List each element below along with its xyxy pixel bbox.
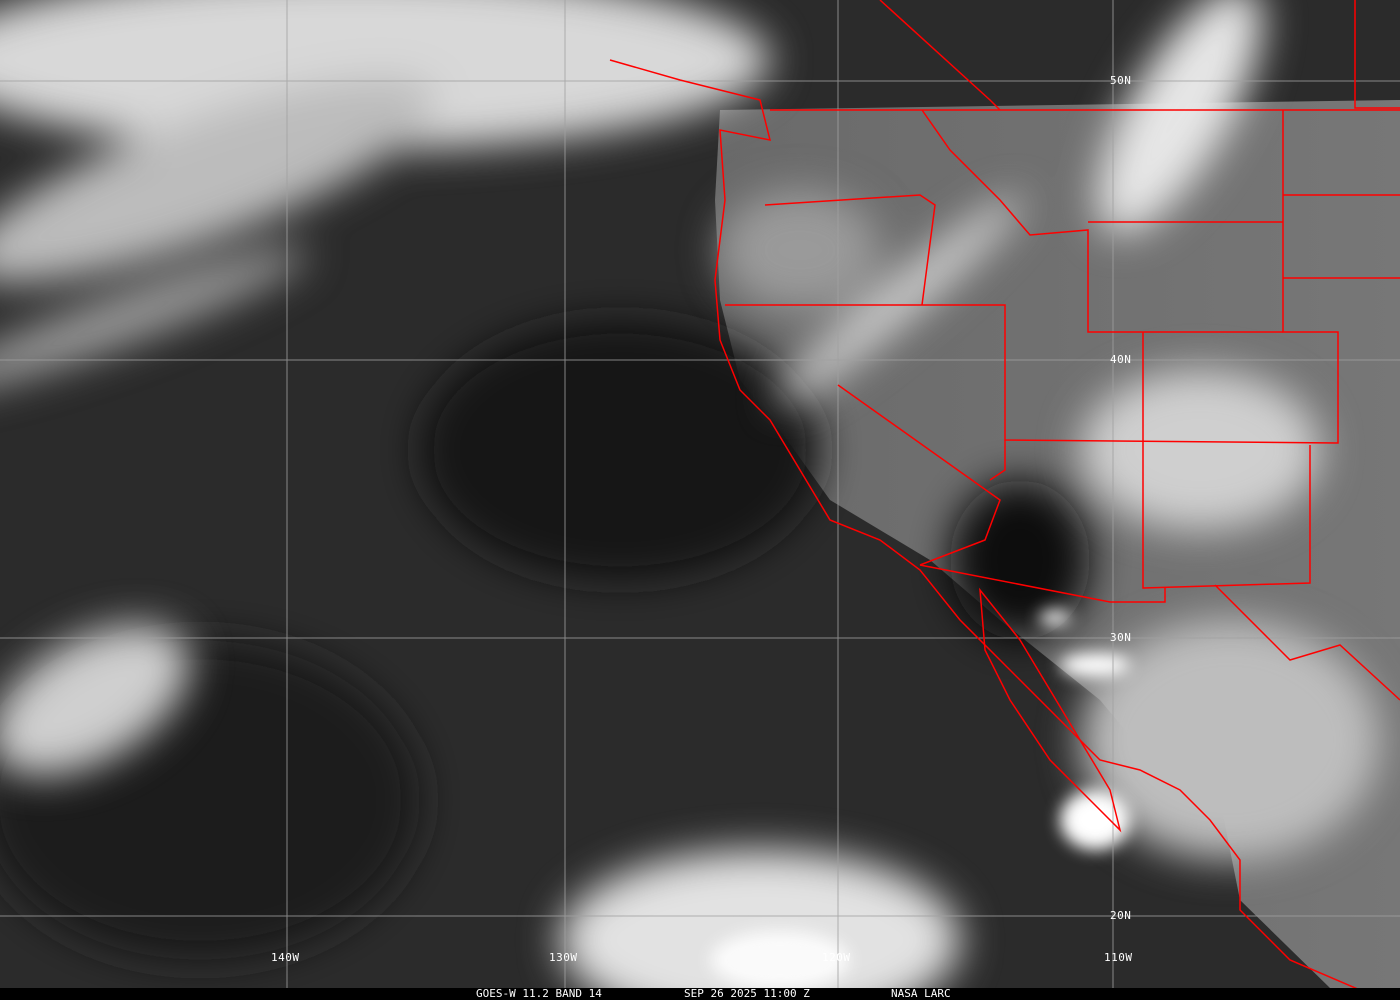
lat-label-20n: 20N [1110, 909, 1132, 922]
cloud-cover [0, 0, 1380, 988]
lat-label-40n: 40N [1110, 353, 1132, 366]
caption-datetime: SEP 26 2025 11:00 Z [684, 987, 810, 1000]
caption-satellite: GOES-W 11.2 BAND 14 [476, 987, 602, 1000]
lat-label-30n: 30N [1110, 631, 1132, 644]
caption-source: NASA LARC [891, 987, 951, 1000]
lat-label-50n: 50N [1110, 74, 1132, 87]
lon-label-130w: 130W [549, 951, 578, 964]
lon-label-110w: 110W [1104, 951, 1133, 964]
lon-label-120w: 120W [822, 951, 851, 964]
lon-label-140w: 140W [271, 951, 300, 964]
caption-bar: GOES-W 11.2 BAND 14 SEP 26 2025 11:00 Z … [0, 988, 1400, 1000]
political-borders [609, 0, 1400, 988]
